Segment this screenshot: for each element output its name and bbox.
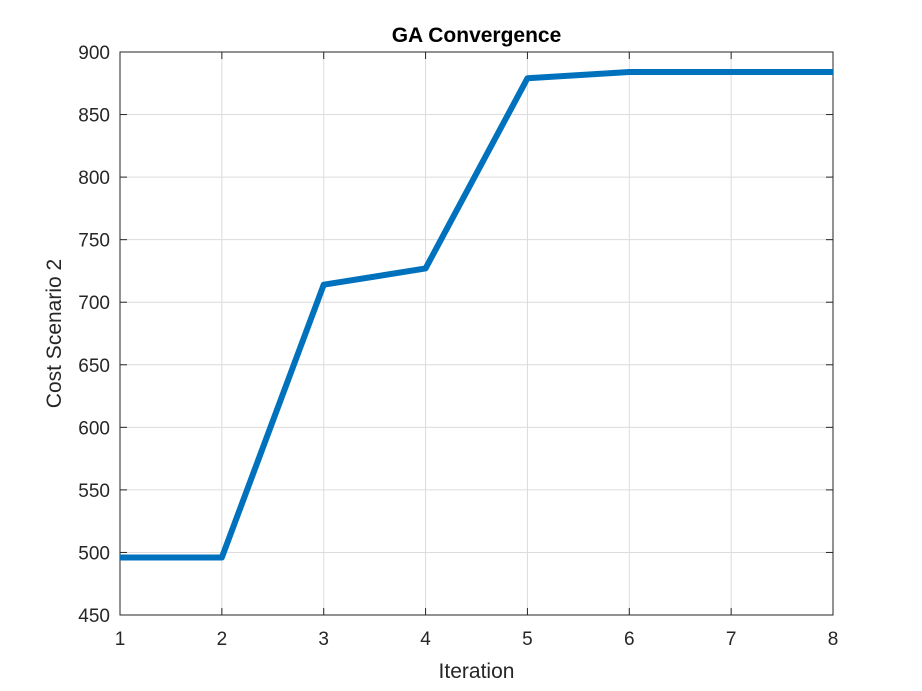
y-tick-label: 700 xyxy=(78,293,110,314)
x-tick-label: 6 xyxy=(624,629,635,650)
x-tick-label: 4 xyxy=(420,629,431,650)
x-tick-label: 5 xyxy=(522,629,533,650)
y-tick-label: 800 xyxy=(78,168,110,189)
y-tick-label: 550 xyxy=(78,481,110,502)
x-tick-label: 8 xyxy=(828,629,839,650)
plot-area xyxy=(119,51,834,616)
x-tick-label: 2 xyxy=(217,629,228,650)
x-tick-label: 1 xyxy=(115,629,126,650)
y-axis-title: Cost Scenario 2 xyxy=(43,259,66,408)
y-tick-label: 900 xyxy=(78,43,110,64)
series-layer xyxy=(120,69,833,561)
grid xyxy=(119,51,834,616)
y-tick-label: 850 xyxy=(78,106,110,127)
y-tick-label: 500 xyxy=(78,543,110,564)
tick-marks xyxy=(119,51,834,616)
x-tick-label: 3 xyxy=(318,629,329,650)
y-axis-tick-labels: 450 500 550 600 650 700 750 800 850 900 xyxy=(78,43,110,627)
y-tick-label: 650 xyxy=(78,356,110,377)
chart-title: GA Convergence xyxy=(392,24,562,47)
x-axis-tick-labels: 1 2 3 4 5 6 7 8 xyxy=(115,629,839,650)
x-tick-label: 7 xyxy=(726,629,737,650)
y-tick-label: 750 xyxy=(78,231,110,252)
x-axis-title: Iteration xyxy=(439,660,515,683)
series-line xyxy=(120,69,833,561)
y-tick-label: 600 xyxy=(78,418,110,439)
y-tick-label: 450 xyxy=(78,606,110,627)
